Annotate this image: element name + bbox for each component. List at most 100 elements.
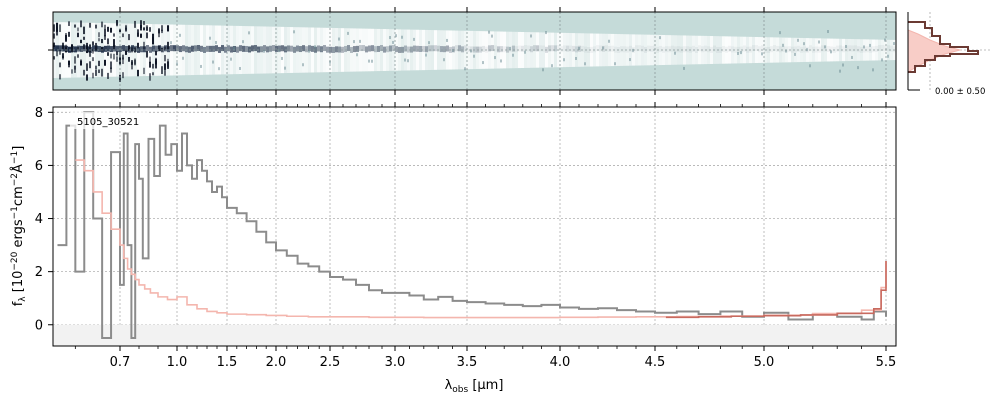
trace-core [779, 46, 782, 53]
trace-core [356, 45, 359, 52]
trace-noise [851, 55, 853, 59]
trace-envelope [599, 33, 602, 67]
trace-noise [95, 65, 97, 70]
trace-envelope [518, 31, 521, 69]
trace-core [416, 45, 419, 52]
trace-core [119, 45, 122, 52]
trace-core [455, 45, 458, 52]
trace-core [143, 46, 146, 53]
trace-noise [542, 68, 544, 72]
trace-noise [56, 30, 58, 36]
trace-noise [164, 46, 166, 50]
series-line-0 [57, 111, 887, 340]
trace-core [353, 46, 356, 53]
trace-core [557, 45, 560, 52]
trace-core [335, 46, 338, 53]
trace-core [698, 45, 701, 52]
trace-core [518, 45, 521, 52]
trace-core [290, 45, 293, 52]
trace-envelope [563, 32, 566, 68]
trace-envelope [671, 35, 674, 65]
trace-core [719, 46, 722, 53]
trace-core [662, 46, 665, 53]
trace-noise [215, 41, 217, 45]
trace-noise [104, 24, 106, 29]
trace-envelope [410, 29, 413, 71]
trace-noise [842, 63, 844, 67]
trace-noise [113, 33, 115, 37]
trace-envelope [683, 35, 686, 65]
trace-envelope [755, 36, 758, 64]
trace-core [182, 45, 185, 52]
trace-core [362, 45, 365, 52]
trace-noise [158, 33, 160, 38]
trace-core [176, 45, 179, 52]
trace-noise [392, 40, 394, 44]
trace-noise [74, 24, 76, 28]
trace-noise [164, 55, 166, 62]
trace-envelope [794, 37, 797, 63]
trace-noise [98, 60, 100, 67]
trace-noise [281, 56, 283, 60]
trace-noise [125, 26, 127, 31]
trace-noise [98, 38, 100, 42]
trace-core [590, 46, 593, 53]
trace-noise [104, 28, 106, 37]
trace-core [380, 45, 383, 52]
trace-core [614, 46, 617, 53]
trace-noise [131, 47, 133, 53]
trace-envelope [647, 34, 650, 66]
trace-core [116, 46, 119, 53]
trace-noise [140, 33, 142, 38]
trace-envelope [434, 30, 437, 70]
trace-noise [155, 50, 157, 56]
trace-noise [146, 32, 148, 39]
trace-noise [737, 51, 739, 55]
trace-core [848, 45, 851, 52]
trace-core [803, 46, 806, 53]
plot-frame [52, 106, 897, 347]
spectrum-2d-panel [48, 7, 897, 95]
trace-noise [71, 45, 73, 50]
trace-noise [740, 51, 742, 55]
trace-envelope [734, 36, 737, 64]
trace-noise [74, 65, 76, 73]
trace-core [677, 46, 680, 53]
trace-noise [509, 46, 511, 50]
trace-core [218, 46, 221, 53]
trace-noise [809, 64, 811, 68]
trace-envelope [722, 36, 725, 64]
trace-noise [92, 57, 94, 62]
trace-envelope [887, 39, 890, 61]
trace-noise [158, 45, 160, 52]
trace-noise [107, 72, 109, 79]
x-tick-label: 0.7 [110, 355, 131, 370]
trace-core [596, 45, 599, 52]
x-tick-label: 5.5 [876, 355, 897, 370]
trace-core [788, 46, 791, 53]
trace-noise [149, 61, 151, 68]
trace-noise [134, 58, 136, 66]
trace-core [620, 46, 623, 53]
trace-core [410, 46, 413, 53]
trace-core [773, 45, 776, 52]
trace-core [395, 46, 398, 53]
trace-core [266, 46, 269, 53]
trace-envelope [863, 39, 866, 61]
trace-envelope [578, 33, 581, 67]
axis-ticks: 0.7 1.0 1.5 2.0 2.5 3.0 3.5 4.0 4.5 5.0 5.5 0 2 4 6 8 [35, 102, 897, 370]
trace-envelope [506, 31, 509, 69]
trace-noise [77, 32, 79, 38]
trace-noise [338, 37, 340, 41]
trace-core [566, 45, 569, 52]
trace-noise [512, 53, 514, 57]
trace-envelope [398, 29, 401, 71]
trace-noise [68, 31, 70, 37]
trace-core [674, 46, 677, 53]
trace-noise [113, 39, 115, 47]
trace-core [260, 46, 263, 53]
trace-core [782, 45, 785, 52]
trace-envelope [839, 38, 842, 62]
trace-core [749, 46, 752, 53]
